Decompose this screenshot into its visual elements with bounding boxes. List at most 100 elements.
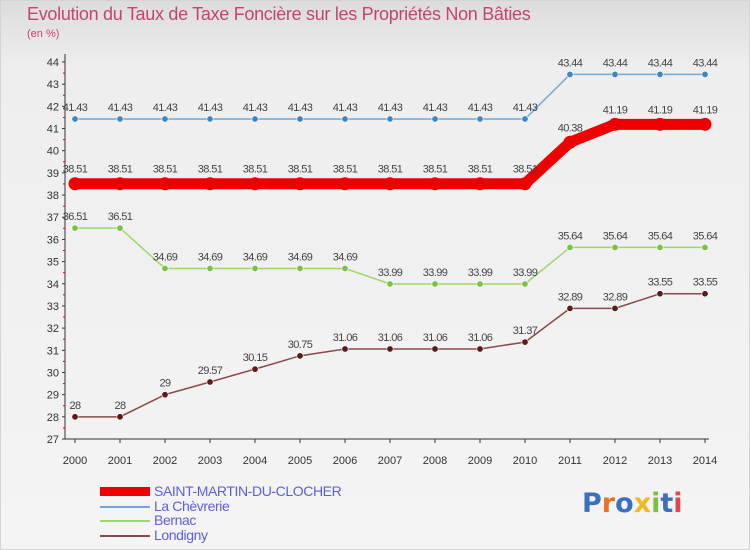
data-point-londigny (656, 290, 664, 298)
data-label-londigny: 31.37 (513, 325, 538, 337)
data-point-la-chevrerie (161, 115, 169, 123)
data-point-londigny (206, 378, 214, 386)
legend-swatch-la-chevrerie (100, 505, 150, 508)
data-point-la-chevrerie (206, 115, 214, 123)
data-point-la-chevrerie (431, 115, 439, 123)
logo-letter: o (615, 488, 634, 519)
data-label-la-chevrerie: 41.43 (513, 102, 538, 114)
data-point-saint-martin-du-clocher (293, 177, 307, 191)
data-point-bernac (71, 224, 79, 232)
legend-label-londigny: Londigny (154, 526, 208, 543)
logo-letter: x (633, 488, 652, 519)
data-label-londigny: 30.15 (243, 352, 268, 364)
logo-letter: i (673, 488, 683, 519)
data-label-saint-martin-du-clocher: 38.51 (468, 164, 493, 176)
data-point-bernac (431, 280, 439, 288)
data-point-londigny (116, 413, 124, 421)
data-point-saint-martin-du-clocher (383, 177, 397, 191)
data-label-bernac: 35.64 (693, 230, 718, 242)
data-point-saint-martin-du-clocher (653, 117, 667, 131)
data-label-bernac: 33.99 (423, 267, 448, 279)
data-label-londigny: 29 (159, 378, 171, 390)
y-axis-unit: (en %) (27, 28, 60, 40)
data-label-londigny: 31.06 (378, 332, 403, 344)
data-label-la-chevrerie: 41.43 (153, 102, 178, 114)
data-point-la-chevrerie (386, 115, 394, 123)
data-point-saint-martin-du-clocher (113, 177, 127, 191)
data-point-bernac (251, 264, 259, 272)
data-point-saint-martin-du-clocher (203, 177, 217, 191)
data-point-londigny (341, 345, 349, 353)
y-tick-label: 39 (47, 168, 59, 180)
data-label-la-chevrerie: 41.43 (378, 102, 403, 114)
chart-title: Evolution du Taux de Taxe Foncière sur l… (27, 4, 531, 24)
legend-swatch-saint-martin-du-clocher (100, 487, 150, 496)
data-point-la-chevrerie (521, 115, 529, 123)
data-label-londigny: 28 (114, 400, 126, 412)
data-label-londigny: 31.06 (468, 332, 493, 344)
proxiti-logo: Proxiti (582, 488, 683, 519)
legend-label-saint-martin-du-clocher: SAINT-MARTIN-DU-CLOCHER (154, 483, 342, 499)
data-label-saint-martin-du-clocher: 41.19 (648, 104, 673, 116)
data-label-londigny: 29.57 (198, 365, 223, 377)
data-point-londigny (251, 365, 259, 373)
y-tick-label: 38 (47, 190, 59, 202)
data-label-bernac: 35.64 (648, 230, 673, 242)
legend-swatch-londigny (100, 534, 150, 537)
legend-swatch-bernac (100, 520, 150, 522)
data-point-la-chevrerie (71, 115, 79, 123)
data-point-londigny (71, 413, 79, 421)
x-tick-label: 2006 (333, 455, 357, 467)
data-label-la-chevrerie: 43.44 (603, 57, 628, 69)
y-tick-label: 35 (47, 257, 59, 269)
data-label-la-chevrerie: 41.43 (243, 102, 268, 114)
data-label-saint-martin-du-clocher: 38.51 (333, 164, 358, 176)
data-point-bernac (566, 243, 574, 251)
data-point-londigny (161, 391, 169, 399)
y-tick-label: 33 (47, 301, 59, 313)
y-tick-label: 43 (47, 79, 59, 91)
data-label-saint-martin-du-clocher: 38.51 (513, 164, 538, 176)
logo-letter: t (660, 488, 674, 519)
data-point-bernac (386, 280, 394, 288)
data-label-bernac: 36.51 (108, 211, 133, 223)
data-point-londigny (476, 345, 484, 353)
series-line-londigny (74, 292, 706, 418)
data-point-bernac (206, 264, 214, 272)
data-label-bernac: 34.69 (153, 251, 178, 263)
data-label-la-chevrerie: 41.43 (63, 102, 88, 114)
data-label-londigny: 31.06 (423, 332, 448, 344)
data-label-la-chevrerie: 41.43 (468, 102, 493, 114)
data-label-la-chevrerie: 41.43 (333, 102, 358, 114)
data-point-saint-martin-du-clocher (338, 177, 352, 191)
data-point-bernac (611, 243, 619, 251)
data-point-saint-martin-du-clocher (698, 117, 712, 131)
y-tick-label: 27 (47, 434, 59, 446)
x-tick-label: 2001 (108, 455, 132, 467)
legend-label-bernac: Bernac (154, 512, 196, 528)
x-tick-label: 2011 (558, 455, 582, 467)
x-tick-label: 2008 (423, 455, 447, 467)
data-label-bernac: 34.69 (333, 251, 358, 263)
data-label-londigny: 28 (69, 400, 81, 412)
logo-letter: r (601, 488, 616, 519)
data-point-saint-martin-du-clocher (518, 177, 532, 191)
y-tick-label: 36 (47, 234, 59, 246)
x-tick-label: 2003 (198, 455, 222, 467)
y-tick-label: 34 (47, 279, 59, 291)
data-label-la-chevrerie: 41.43 (198, 102, 223, 114)
data-point-la-chevrerie (476, 115, 484, 123)
data-label-bernac: 34.69 (243, 251, 268, 263)
logo-letter: P (582, 488, 602, 519)
data-label-bernac: 34.69 (198, 251, 223, 263)
data-label-bernac: 35.64 (558, 230, 583, 242)
data-label-bernac: 34.69 (288, 251, 313, 263)
data-label-saint-martin-du-clocher: 38.51 (198, 164, 223, 176)
data-label-la-chevrerie: 43.44 (693, 57, 718, 69)
data-label-saint-martin-du-clocher: 38.51 (108, 164, 133, 176)
x-tick-label: 2009 (468, 455, 492, 467)
data-point-bernac (116, 224, 124, 232)
data-label-londigny: 30.75 (288, 339, 313, 351)
